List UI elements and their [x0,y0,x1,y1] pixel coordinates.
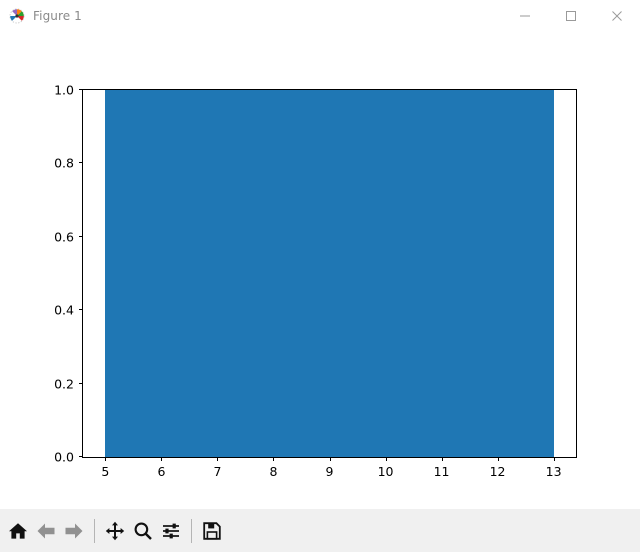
y-tick-label: 1.0 [54,82,74,98]
x-tick [329,457,331,461]
x-tick-label: 9 [325,464,334,479]
minimize-button[interactable] [502,0,548,32]
x-tick [273,457,275,461]
y-tick-label: 0.6 [54,229,74,245]
x-tick [105,457,107,461]
title-bar: Figure 1 [0,0,640,32]
x-tick [161,457,163,461]
plot-axes[interactable]: 5 6 7 8 9 10 11 12 13 0.0 0.2 0.4 0.6 0.8 1.0 [54,83,577,480]
y-tick-label: 0.2 [54,376,74,392]
figure-canvas[interactable]: 5 6 7 8 9 10 11 12 13 0.0 0.2 0.4 0.6 0.8 1.0 [0,32,640,509]
x-tick [217,457,219,461]
close-button[interactable] [594,0,640,32]
maximize-button[interactable] [548,0,594,32]
plot-area: 5 6 7 8 9 10 11 12 13 0.0 0.2 0.4 0.6 0.8 1.0 [54,83,576,480]
y-tick [79,162,83,164]
x-tick [497,457,499,461]
navigation-toolbar [0,509,640,552]
x-tick-label: 6 [157,464,166,479]
x-tick-label: 11 [433,464,450,479]
window-controls [502,0,640,32]
zoom-button[interactable] [129,516,157,546]
forward-button[interactable] [60,516,88,546]
toolbar-separator-1 [94,518,95,543]
window-title: Figure 1 [33,9,82,23]
y-tick [79,456,83,457]
x-tick-label: 7 [213,464,222,479]
x-tick-label: 12 [489,464,506,479]
back-button[interactable] [32,516,60,546]
x-tick-label: 10 [377,464,394,479]
x-tick-label: 5 [101,464,110,479]
y-tick-label: 0.0 [54,449,74,465]
y-tick [79,309,83,311]
save-button[interactable] [198,516,226,546]
y-tick [79,382,83,384]
x-tick-label: 8 [269,464,278,479]
home-button[interactable] [4,516,32,546]
x-tick [441,457,443,461]
pan-button[interactable] [101,516,129,546]
bar-rect [105,90,554,457]
y-tick-label: 0.8 [54,155,74,171]
y-tick [79,235,83,237]
y-tick [79,89,83,90]
y-tick-label: 0.4 [54,302,74,318]
toolbar-separator-2 [191,518,192,543]
x-tick [385,457,387,461]
configure-subplots-button[interactable] [157,516,185,546]
x-tick-label: 13 [545,464,562,479]
matplotlib-icon [9,8,25,24]
x-tick [553,457,555,461]
